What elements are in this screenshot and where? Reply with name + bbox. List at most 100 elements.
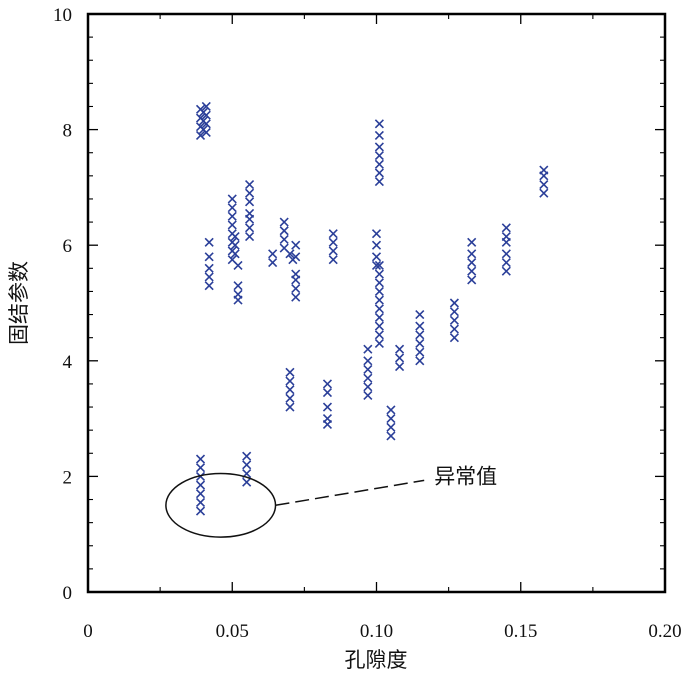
- data-point: [539, 165, 549, 175]
- y-tick-label: 4: [63, 352, 73, 373]
- data-point: [363, 382, 373, 392]
- data-point: [501, 231, 511, 242]
- data-point: [386, 405, 396, 415]
- data-point: [204, 281, 214, 291]
- axis-ticks: [87, 13, 666, 593]
- data-point: [467, 266, 477, 276]
- data-point: [395, 344, 405, 354]
- data-point: [244, 223, 255, 233]
- data-point: [395, 362, 405, 372]
- data-point: [204, 237, 214, 247]
- data-point: [539, 188, 549, 198]
- data-point: [501, 223, 511, 233]
- data-point: [374, 321, 384, 331]
- data-point: [268, 257, 278, 268]
- data-point: [328, 246, 338, 256]
- data-point: [467, 249, 477, 259]
- data-point: [204, 272, 214, 282]
- data-point: [386, 422, 396, 432]
- data-point: [201, 127, 211, 138]
- outlier-label: 异常值: [434, 464, 497, 488]
- data-point: [374, 304, 384, 314]
- data-point: [374, 330, 384, 340]
- data-point: [204, 252, 214, 262]
- data-point: [322, 388, 333, 398]
- data-point: [227, 203, 237, 213]
- data-point: [279, 234, 289, 244]
- data-point: [374, 269, 384, 279]
- data-point: [291, 240, 301, 250]
- data-point: [195, 463, 206, 473]
- data-point: [449, 315, 459, 325]
- data-point: [291, 252, 301, 262]
- data-point: [227, 220, 237, 230]
- data-point: [242, 477, 252, 487]
- data-point: [195, 454, 206, 464]
- data-point: [363, 373, 373, 383]
- y-tick-label: 10: [53, 5, 72, 26]
- data-point: [415, 347, 425, 357]
- data-point: [374, 338, 384, 349]
- data-point: [467, 257, 477, 268]
- data-point: [230, 240, 240, 250]
- data-point: [374, 159, 384, 169]
- data-point: [291, 269, 301, 279]
- data-point: [374, 142, 384, 152]
- data-point: [363, 344, 373, 354]
- data-point: [386, 431, 396, 441]
- data-point: [395, 353, 405, 363]
- y-axis-title: 固结参数: [7, 261, 31, 345]
- data-point: [374, 260, 384, 270]
- data-point: [195, 497, 206, 507]
- data-point: [449, 307, 459, 317]
- data-point: [244, 188, 255, 198]
- outlier-leader-line: [275, 479, 425, 507]
- data-point: [371, 240, 382, 250]
- data-point: [374, 286, 384, 297]
- data-point: [328, 237, 338, 247]
- data-point: [501, 249, 511, 259]
- y-tick-label: 6: [63, 236, 73, 257]
- data-point: [322, 402, 333, 412]
- data-point: [195, 506, 206, 516]
- y-tick-label: 8: [63, 121, 73, 142]
- x-tick-label: 0.10: [360, 621, 393, 642]
- data-point: [501, 257, 511, 268]
- data-point: [363, 390, 373, 401]
- data-point: [291, 292, 301, 302]
- y-tick-label: 0: [63, 583, 73, 604]
- data-point: [328, 229, 338, 239]
- data-point: [374, 151, 384, 161]
- data-point: [374, 278, 384, 288]
- data-point: [285, 249, 295, 259]
- data-point: [230, 231, 240, 242]
- data-point: [415, 338, 425, 349]
- data-point: [195, 480, 206, 490]
- data-point: [242, 451, 252, 461]
- data-point: [371, 260, 382, 270]
- data-point: [244, 208, 255, 218]
- data-point: [449, 298, 459, 308]
- data-point: [233, 281, 243, 291]
- data-point: [244, 231, 255, 242]
- data-point: [195, 130, 206, 140]
- data-point: [374, 168, 384, 178]
- x-tick-label: 0: [83, 621, 93, 642]
- data-point: [374, 312, 384, 323]
- data-point: [268, 249, 278, 259]
- data-point: [467, 275, 477, 285]
- x-tick-label: 0.15: [504, 621, 537, 642]
- outlier-annotation: 异常值: [165, 464, 497, 538]
- data-point: [371, 252, 382, 262]
- data-point: [467, 237, 477, 247]
- data-point: [363, 364, 373, 375]
- data-point: [415, 309, 425, 320]
- data-point: [279, 226, 289, 236]
- data-point: [415, 330, 425, 340]
- data-point: [374, 119, 384, 129]
- data-point: [279, 217, 289, 227]
- data-point: [244, 197, 255, 207]
- x-axis-title: 孔隙度: [345, 648, 408, 672]
- data-point: [285, 393, 295, 403]
- data-point: [230, 249, 240, 259]
